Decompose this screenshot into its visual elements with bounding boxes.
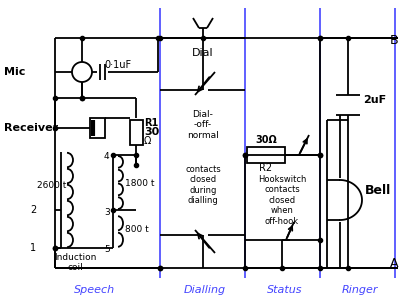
Text: 3: 3	[104, 208, 109, 217]
Text: 30Ω: 30Ω	[255, 135, 276, 145]
Text: Dial-
-off-
normal: Dial- -off- normal	[186, 110, 218, 140]
Text: contacts
closed
during
dialling: contacts closed during dialling	[185, 165, 220, 205]
Text: Ω: Ω	[144, 136, 151, 146]
Text: Dialling: Dialling	[184, 285, 225, 295]
Text: 2uF: 2uF	[362, 95, 385, 105]
Text: Mic: Mic	[4, 67, 25, 77]
Text: 1800 t: 1800 t	[125, 178, 154, 188]
Text: 4: 4	[104, 152, 109, 161]
Text: 0·1uF: 0·1uF	[104, 60, 131, 70]
Text: Hookswitch
contacts
closed
when
off-hook: Hookswitch contacts closed when off-hook	[257, 175, 306, 226]
Text: 2: 2	[30, 205, 36, 215]
Text: 800 t: 800 t	[125, 226, 148, 235]
Bar	[130, 120, 143, 145]
Text: 2600 t: 2600 t	[37, 181, 66, 190]
Text: Receiver: Receiver	[4, 123, 58, 133]
Text: Dial: Dial	[192, 48, 213, 58]
Text: 30: 30	[144, 127, 159, 137]
Text: Speech: Speech	[74, 285, 115, 295]
Text: 5: 5	[104, 245, 109, 254]
Bar	[246, 147, 284, 163]
Text: Induction
coil: Induction coil	[54, 253, 96, 272]
Text: R2: R2	[259, 163, 272, 173]
Text: Bell: Bell	[364, 184, 390, 196]
Text: Ringer: Ringer	[341, 285, 377, 295]
Bar	[90, 118, 105, 138]
Text: 1: 1	[30, 243, 36, 253]
Text: Status: Status	[267, 285, 302, 295]
Text: B: B	[389, 34, 398, 47]
Text: A: A	[389, 257, 397, 270]
Text: R1: R1	[144, 118, 158, 128]
